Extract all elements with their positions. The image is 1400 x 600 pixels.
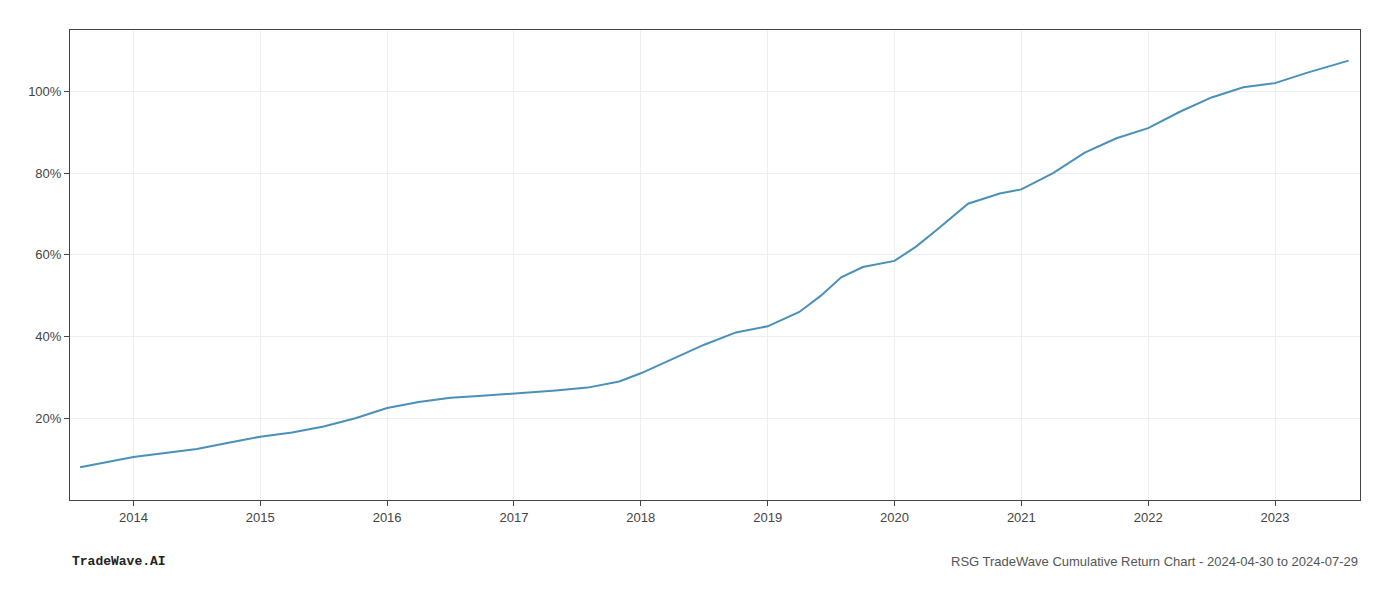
svg-text:80%: 80% xyxy=(35,166,61,181)
svg-text:2017: 2017 xyxy=(499,510,528,525)
svg-text:2023: 2023 xyxy=(1261,510,1290,525)
svg-text:2015: 2015 xyxy=(246,510,275,525)
svg-text:RSG TradeWave Cumulative Retur: RSG TradeWave Cumulative Return Chart - … xyxy=(951,554,1358,569)
svg-text:2021: 2021 xyxy=(1007,510,1036,525)
svg-text:2014: 2014 xyxy=(119,510,148,525)
svg-text:TradeWave.AI: TradeWave.AI xyxy=(72,554,166,569)
svg-text:2020: 2020 xyxy=(880,510,909,525)
svg-text:40%: 40% xyxy=(35,329,61,344)
svg-text:20%: 20% xyxy=(35,411,61,426)
svg-text:2022: 2022 xyxy=(1134,510,1163,525)
svg-text:2016: 2016 xyxy=(373,510,402,525)
svg-text:2018: 2018 xyxy=(626,510,655,525)
svg-text:100%: 100% xyxy=(28,84,62,99)
svg-text:60%: 60% xyxy=(35,247,61,262)
svg-text:2019: 2019 xyxy=(753,510,782,525)
